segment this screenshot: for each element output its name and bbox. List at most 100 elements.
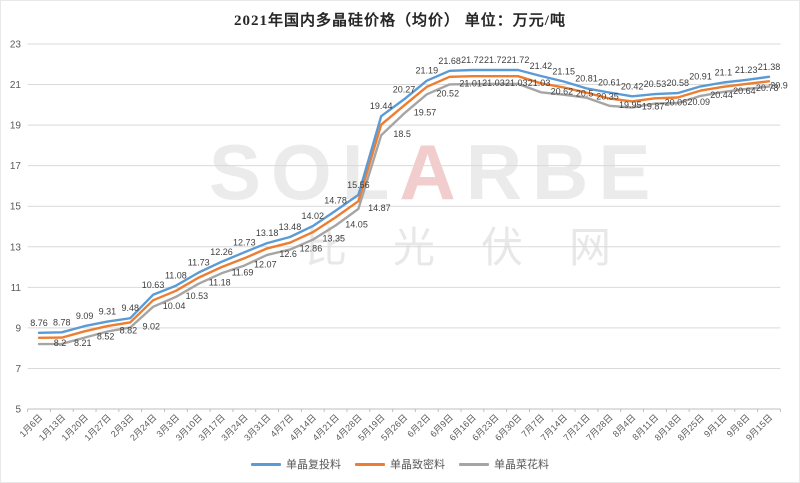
data-label: 19.87: [642, 101, 665, 111]
chart-title: 2021年国内多晶硅价格（均价） 单位：万元/吨: [234, 13, 566, 29]
data-labels-单晶菜花料: 8.2 8.218.528.82 9.0210.0410.5311.1811.691…: [54, 78, 788, 348]
data-label: 14.87: [368, 203, 391, 213]
data-label: 20.61: [598, 77, 621, 87]
data-label: 21.38: [758, 62, 781, 72]
data-label: 21.42: [530, 61, 553, 71]
legend-item-zhimiliao: 单晶致密料: [355, 456, 445, 472]
data-label: 9.31: [99, 307, 117, 317]
data-label: 9.02: [142, 321, 160, 331]
legend-label: 单晶致密料: [390, 459, 445, 471]
data-label: 20.53: [644, 79, 667, 89]
data-label: 21.72: [507, 55, 530, 65]
data-label: 18.5: [393, 129, 411, 139]
watermark-accent-letter: A: [399, 128, 466, 216]
data-label: 20.91: [689, 71, 712, 81]
data-label: 9.48: [121, 303, 139, 313]
data-label: 8.78: [53, 317, 71, 327]
data-label: 21.03: [528, 78, 551, 88]
data-label: 12.73: [233, 237, 256, 247]
data-label: 21.19: [416, 66, 439, 76]
data-label: 10.63: [142, 280, 165, 290]
data-label: 8.21: [74, 338, 92, 348]
data-label: 20.09: [687, 97, 710, 107]
data-label: 20.62: [551, 86, 574, 96]
data-label: 20.5: [576, 89, 594, 99]
data-label: 21.1: [715, 68, 733, 78]
data-label: 21.03: [482, 78, 505, 88]
data-label: 12.07: [254, 260, 277, 270]
data-label: 8.2: [54, 338, 67, 348]
watermark-cjk: 比光伏网: [305, 224, 658, 271]
y-tick-label: 23: [10, 39, 22, 50]
legend-label: 单晶菜花料: [494, 459, 549, 471]
data-label: 11.73: [188, 258, 210, 268]
data-label: 20.52: [437, 88, 460, 98]
y-tick-label: 15: [10, 202, 22, 213]
data-label: 21.01: [459, 78, 482, 88]
series-line-单晶致密料: [37, 74, 771, 339]
data-label: 13.18: [256, 228, 279, 238]
y-tick-label: 21: [10, 80, 22, 91]
x-axis: [27, 408, 781, 412]
data-label: 13.35: [322, 234, 345, 244]
data-label: 20.58: [666, 78, 689, 88]
data-label: 12.26: [210, 247, 233, 257]
chart-legend: 单晶复投料 单晶致密料 单晶菜花料: [1, 456, 799, 472]
y-axis-tick-labels: 23 21 19 17 15 13 11 9 7 5: [10, 39, 22, 415]
data-labels-单晶复投料: 8.76 8.78 9.09 9.31 9.48 10.6311.0811.7312.26…: [30, 55, 780, 328]
y-tick-label: 9: [15, 323, 21, 334]
data-label: 21.15: [552, 67, 575, 77]
data-label: 14.02: [301, 211, 324, 221]
legend-line-swatch-orange: [355, 462, 385, 466]
data-label: 8.52: [97, 332, 115, 342]
data-label: 20.78: [756, 83, 779, 93]
y-tick-label: 5: [15, 405, 21, 416]
data-label: 11.18: [209, 278, 231, 288]
legend-label: 单晶复投料: [286, 459, 341, 471]
data-label: 20.06: [665, 98, 688, 108]
data-label: 20.35: [596, 92, 619, 102]
data-label: 14.78: [324, 196, 347, 206]
data-label: 8.82: [120, 326, 138, 336]
y-tick-label: 19: [10, 121, 22, 132]
y-tick-label: 7: [15, 364, 21, 375]
data-label: 9.09: [76, 311, 94, 321]
data-label: 21.03: [505, 78, 528, 88]
data-label: 19.44: [370, 101, 393, 111]
series-line-单晶菜花料: [37, 82, 771, 346]
legend-item-futouliao: 单晶复投料: [251, 456, 341, 472]
legend-line-swatch-gray: [459, 462, 489, 466]
data-label: 19.57: [414, 108, 437, 118]
data-label: 20.44: [710, 90, 733, 100]
data-label: 8.76: [30, 318, 48, 328]
data-label: 11.08: [165, 271, 187, 281]
series-line-单晶复投料: [37, 68, 771, 334]
y-tick-label: 17: [10, 161, 22, 172]
legend-item-caihualiao: 单晶菜花料: [459, 456, 549, 472]
data-label: 10.53: [186, 291, 209, 301]
data-label: 15.56: [347, 180, 370, 190]
data-label: 20.42: [621, 81, 644, 91]
y-tick-label: 11: [11, 283, 22, 294]
legend-line-swatch-blue: [251, 462, 281, 466]
x-axis-date-labels: 1月6日1月13日1月20日1月27日2月3日2月24日3月3日3月10日3月1…: [18, 412, 775, 442]
data-label: 12.86: [300, 244, 323, 254]
data-label: 20.64: [733, 86, 756, 96]
data-label: 21.23: [735, 65, 758, 75]
data-label: 14.05: [345, 219, 368, 229]
y-tick-label: 13: [10, 242, 22, 253]
data-label: 20.27: [393, 84, 416, 94]
data-label: 20.81: [575, 73, 598, 83]
data-label: 21.68: [438, 56, 461, 66]
data-label: 19.95: [619, 100, 642, 110]
data-label: 13.48: [279, 222, 302, 232]
data-label: 20.9: [770, 81, 788, 91]
data-label: 11.69: [232, 267, 254, 277]
data-label: 21.72: [461, 55, 484, 65]
data-label: 10.04: [163, 301, 186, 311]
date-tick-label: 6月2日: [405, 412, 432, 439]
date-tick-label: 9月1日: [702, 412, 729, 439]
data-label: 12.6: [279, 249, 297, 259]
